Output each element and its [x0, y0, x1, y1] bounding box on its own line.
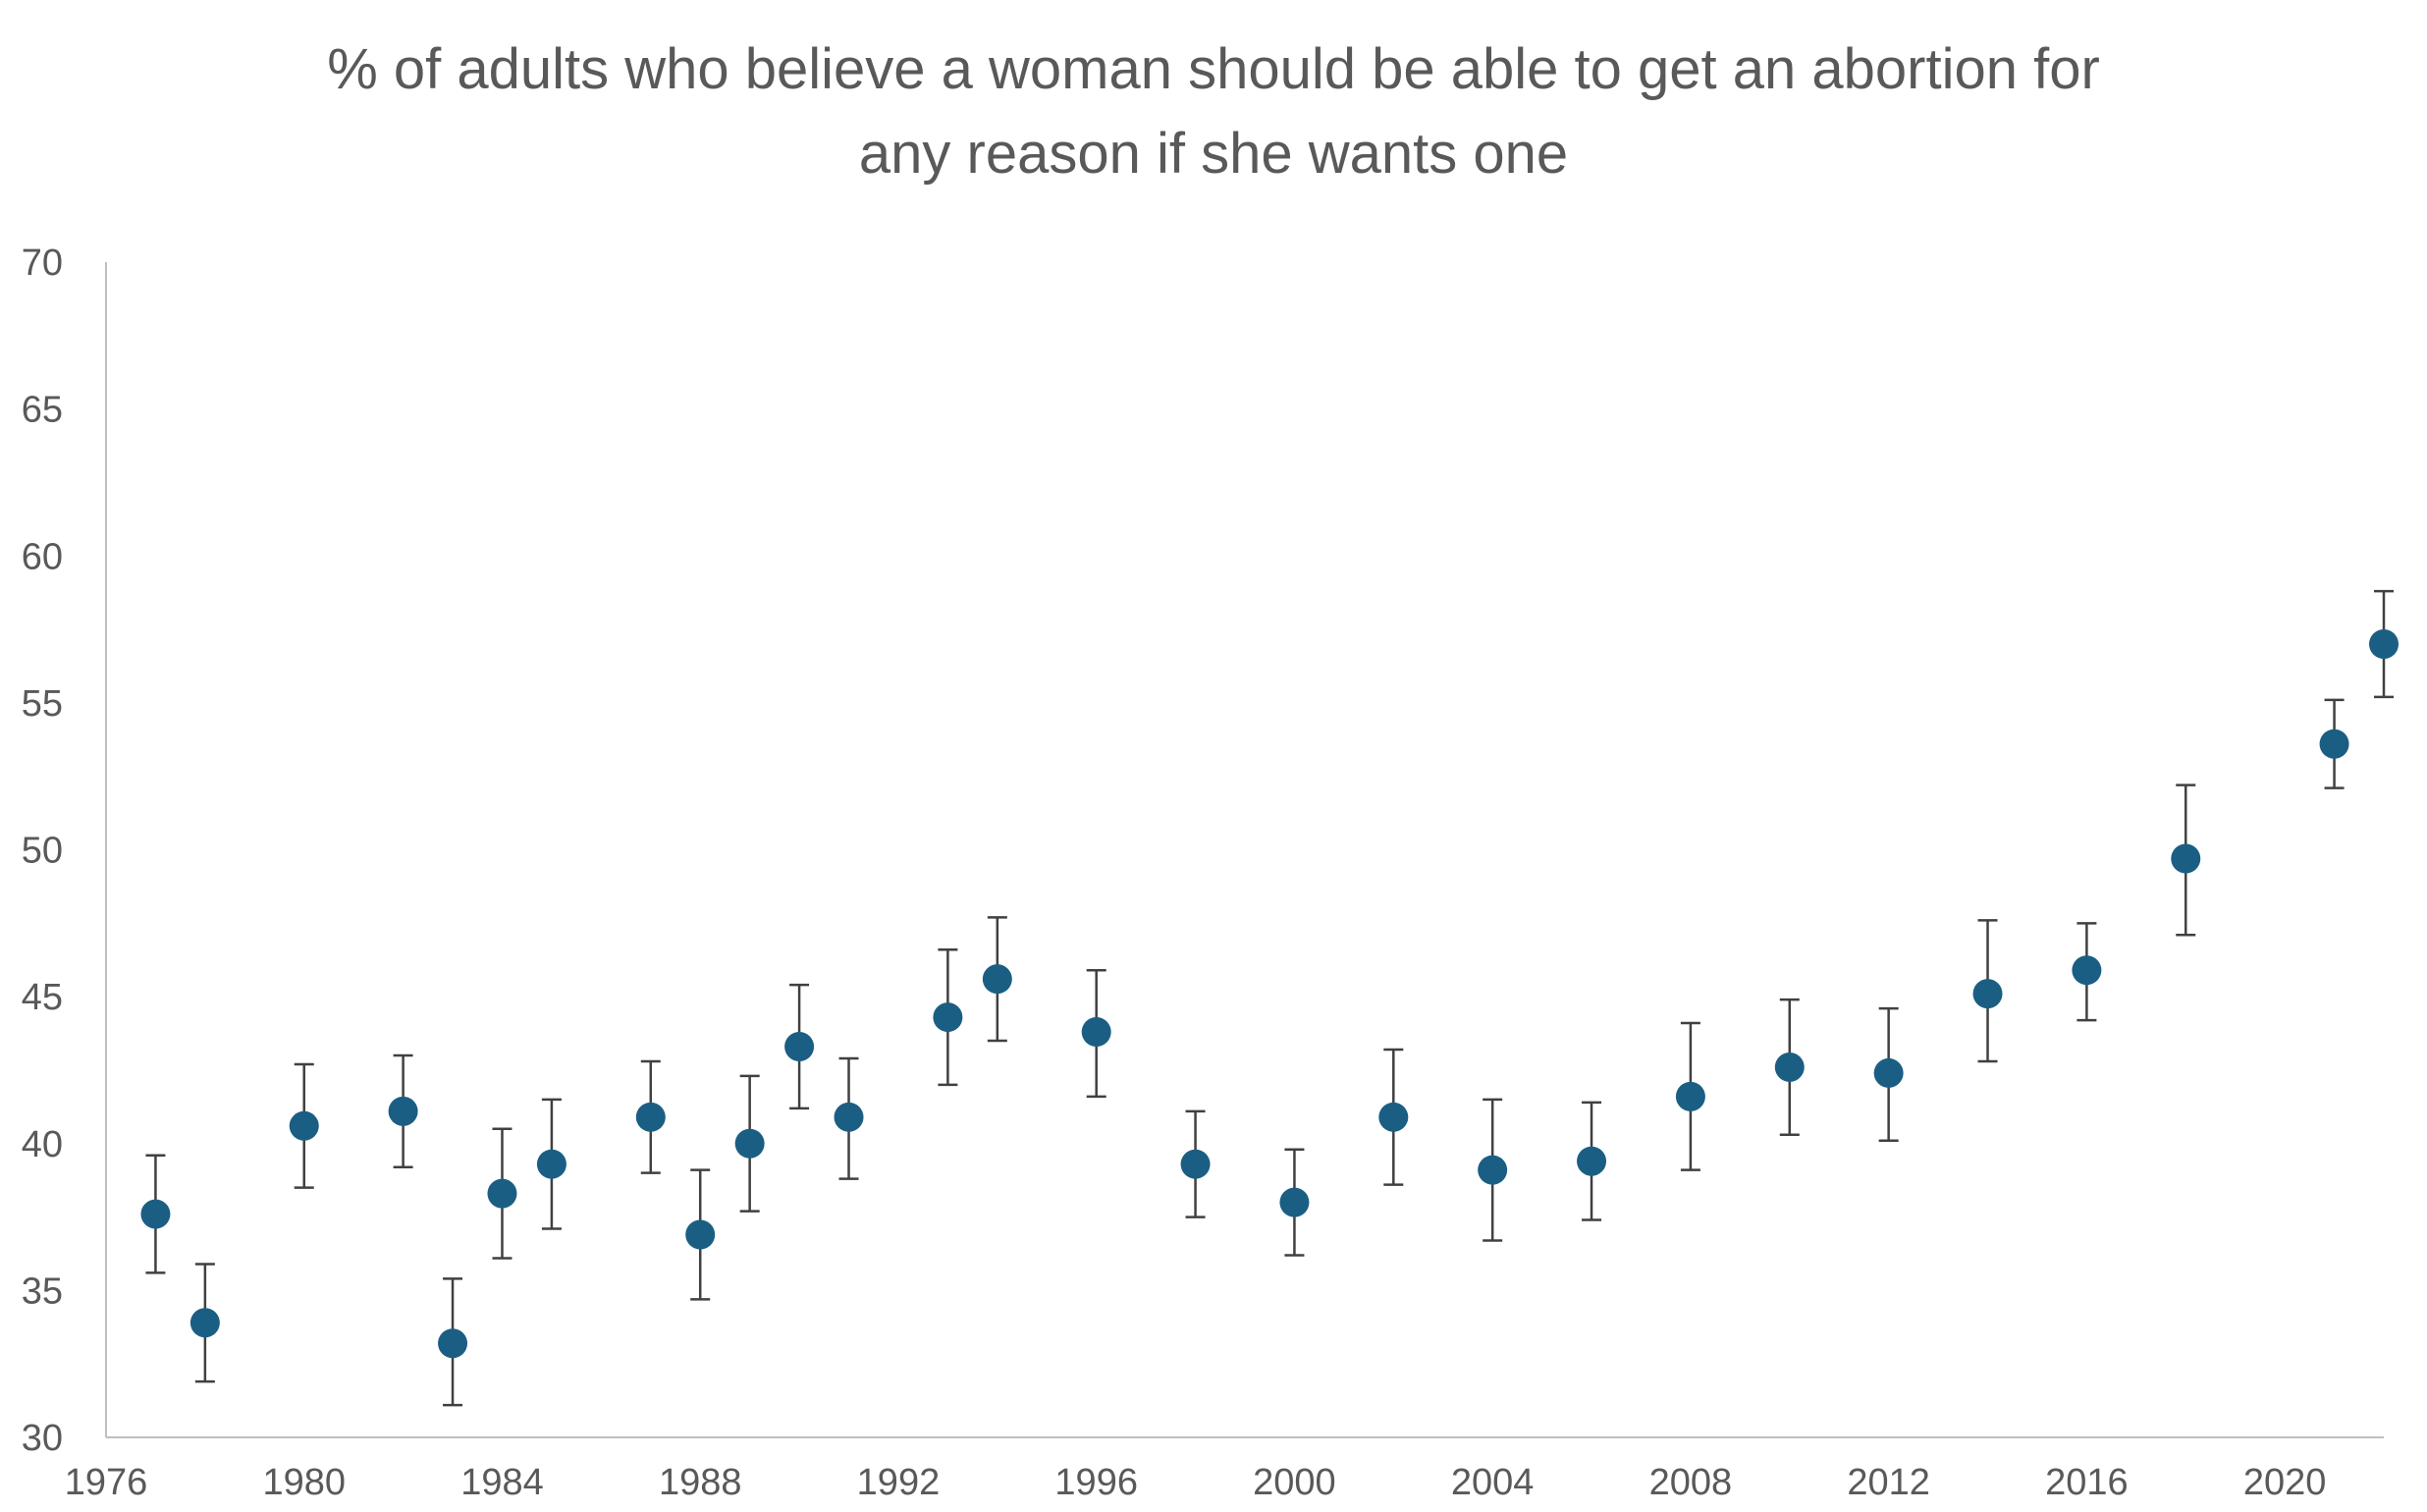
- data-point: [1279, 1187, 1310, 1217]
- x-tick-label: 1980: [262, 1462, 346, 1503]
- y-axis: 30 35 40 45 50 55 60 65 70: [22, 243, 107, 1459]
- x-tick-label: 1976: [65, 1462, 148, 1503]
- x-tick-label: 1996: [1054, 1462, 1138, 1503]
- data-point: [834, 1102, 864, 1132]
- data-point: [1577, 1146, 1607, 1176]
- error-bars: [145, 589, 2394, 1407]
- data-point: [734, 1128, 765, 1159]
- y-tick-label: 70: [22, 243, 63, 284]
- data-point: [635, 1102, 666, 1132]
- data-point: [1378, 1102, 1409, 1132]
- data-point: [487, 1178, 517, 1209]
- y-tick-label: 50: [22, 831, 63, 872]
- data-point: [1081, 1017, 1111, 1048]
- chart-title: % of adults who believe a woman should b…: [0, 27, 2427, 196]
- data-point: [2319, 729, 2349, 759]
- y-tick-label: 35: [22, 1270, 63, 1312]
- x-tick-label: 1988: [659, 1462, 742, 1503]
- chart-title-line-2: any reason if she wants one: [858, 122, 1569, 186]
- y-tick-label: 45: [22, 977, 63, 1018]
- data-point: [1675, 1081, 1705, 1111]
- data-point: [1180, 1149, 1211, 1179]
- x-tick-label: 1984: [460, 1462, 544, 1503]
- data-point: [1972, 979, 2003, 1009]
- data-point: [2171, 843, 2201, 874]
- y-tick-label: 55: [22, 683, 63, 725]
- y-tick-label: 40: [22, 1124, 63, 1165]
- x-axis: 1976 1980 1984 1988 1992 1996 2000 2004 2008 2012…: [65, 1436, 2384, 1503]
- data-point: [982, 964, 1012, 995]
- x-tick-label: 2016: [2045, 1462, 2129, 1503]
- y-tick-label: 60: [22, 536, 63, 577]
- data-point: [140, 1199, 171, 1229]
- data-point: [438, 1328, 468, 1359]
- data-point: [388, 1096, 418, 1126]
- x-tick-label: 1992: [857, 1462, 941, 1503]
- data-point: [784, 1031, 815, 1061]
- data-point: [189, 1308, 220, 1338]
- x-tick-label: 2004: [1451, 1462, 1535, 1503]
- x-tick-label: 2012: [1847, 1462, 1930, 1503]
- y-tick-label: 65: [22, 390, 63, 431]
- data-point: [1774, 1052, 1805, 1082]
- y-tick-label: 30: [22, 1418, 63, 1459]
- x-tick-label: 2008: [1649, 1462, 1733, 1503]
- data-point: [685, 1219, 716, 1250]
- data-point: [536, 1149, 566, 1179]
- data-point: [1873, 1057, 1904, 1088]
- chart-title-line-1: % of adults who believe a woman should b…: [327, 37, 2100, 101]
- data-point: [1478, 1155, 1508, 1185]
- data-point: [933, 1002, 963, 1033]
- x-tick-label: 2000: [1253, 1462, 1336, 1503]
- x-tick-label: 2020: [2243, 1462, 2327, 1503]
- data-point: [289, 1110, 319, 1141]
- data-points: [140, 629, 2399, 1359]
- data-point: [2369, 629, 2399, 660]
- data-point: [2072, 955, 2102, 986]
